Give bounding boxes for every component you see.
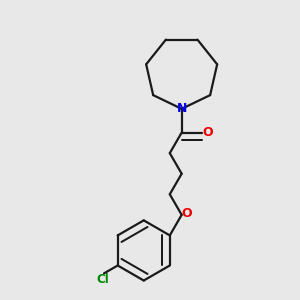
Text: Cl: Cl	[96, 273, 109, 286]
Text: O: O	[202, 126, 213, 139]
Text: N: N	[176, 102, 187, 115]
Text: O: O	[181, 207, 192, 220]
